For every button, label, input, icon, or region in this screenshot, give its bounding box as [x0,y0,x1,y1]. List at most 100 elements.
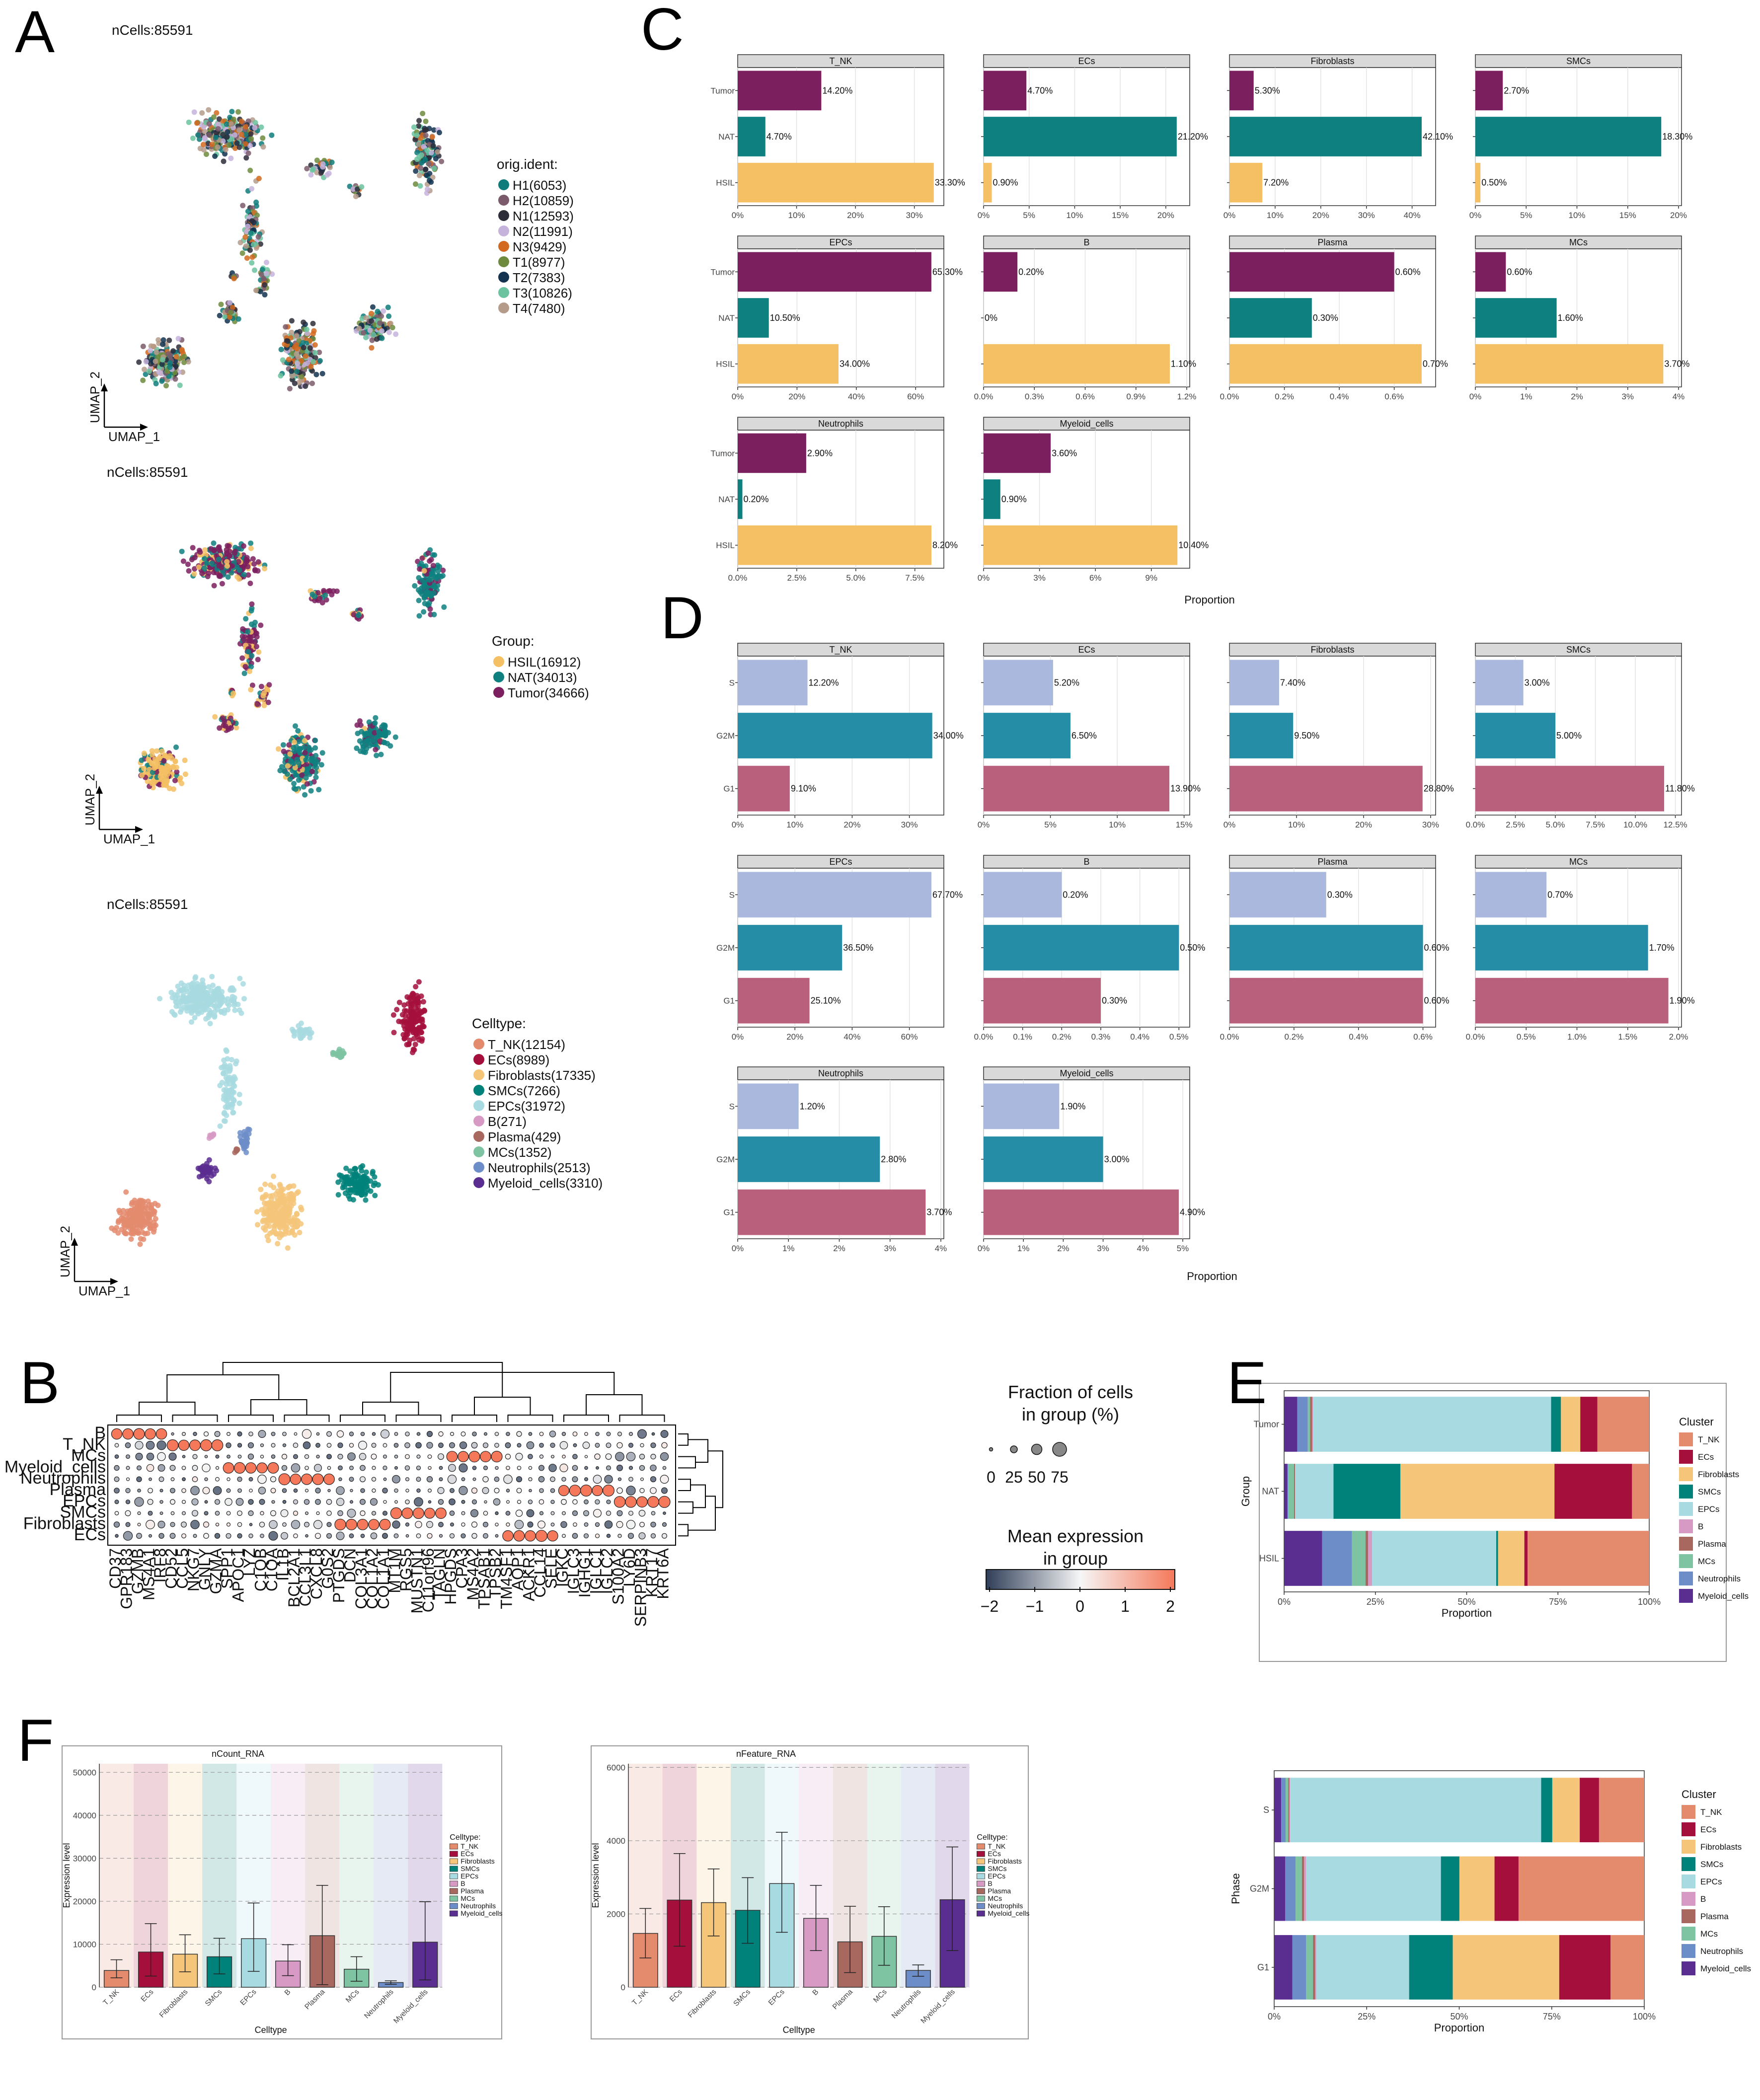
umap-point [413,168,419,174]
legend-label: B(271) [488,1114,527,1129]
umap-point [420,999,426,1005]
umap-point [361,330,366,336]
umap-point [296,338,302,344]
umap-point [206,121,212,127]
dendro-link [619,1415,665,1422]
tick-label: 0.1% [1013,1032,1032,1042]
legend-swatch [1679,1502,1693,1516]
dot [558,1485,570,1497]
dot [360,1533,365,1538]
dot [248,1499,254,1505]
umap-point [224,1113,230,1119]
umap-point [195,1004,201,1010]
umap-point [244,653,250,659]
dot [258,1487,266,1495]
facet-title: Neutrophils [818,419,863,429]
dot [506,1522,510,1527]
umap-point [159,361,165,367]
dot [538,1465,544,1471]
umap-point [281,1193,287,1199]
umap-point [229,1057,234,1062]
umap-point [430,143,436,149]
umap-point [310,320,316,326]
umap-point [164,368,170,374]
dot [449,1533,455,1539]
dot [237,1488,242,1493]
umap-point [235,559,241,565]
tick-label: 10000 [73,1940,96,1949]
umap-point [266,1223,272,1229]
umap-point [417,183,423,189]
dot [459,1441,467,1449]
dot [349,1465,354,1470]
category-label: HSIL [716,178,735,188]
dot [458,1451,469,1462]
umap-point [418,165,424,171]
dot [405,1431,410,1436]
dot [247,1453,254,1460]
umap-point [227,300,233,306]
data-label: 0.60% [1395,267,1421,277]
umap-point [166,337,172,343]
dot [405,1489,409,1493]
legend-label: T3(10826) [513,286,572,300]
umap-point [285,763,291,769]
dot [312,1473,324,1485]
tick-label: 0.0% [1466,1032,1485,1042]
umap-point [432,552,438,558]
umap-point [170,786,176,792]
dot [268,1531,278,1541]
umap-point [262,1227,268,1233]
dot [572,1465,578,1471]
dot [572,1510,578,1516]
plot-area [99,1764,443,1987]
umap-point [360,1163,366,1169]
dot [449,1510,455,1516]
umap-point [291,781,297,787]
umap-point [225,129,230,135]
umap-point [186,568,192,574]
dot [134,1497,144,1507]
panel-c: T_NK0% 10% 20% 30%Tumor 14.20%NAT 4.70%HSIL 33… [711,54,1692,606]
legend-swatch [449,1858,458,1865]
bar [984,433,1051,473]
dot [189,1439,201,1451]
umap1-title: nCells:85591 [112,22,193,38]
umap-point [207,1021,213,1027]
dot [650,1521,656,1528]
umap-point [412,997,418,1003]
umap-y-arrow [71,1238,78,1246]
umap-point [356,325,362,331]
tick-label: 0% [1469,211,1482,220]
tick-label: 2% [833,1244,845,1253]
tick-label: 20% [847,211,864,220]
umap-point [239,250,245,256]
dot [446,1451,458,1463]
umap-point [303,383,308,389]
umap-point [258,272,264,278]
umap-point [215,126,221,132]
row-label: EPCs [63,1492,106,1510]
tick-label: 9% [1145,573,1157,583]
umap-point [372,730,378,736]
umap-point [135,1207,141,1213]
facet-title: Fibroblasts [1310,56,1354,66]
umap-point [271,1202,277,1208]
umap-point [212,153,218,159]
dot [640,1477,644,1481]
umap-point [201,556,207,562]
bar [738,252,931,292]
tick-label: 3% [884,1244,896,1253]
tick-label: 40% [843,1032,860,1042]
legend-label: B [1700,1894,1706,1904]
umap-point [323,597,329,603]
umap-point [212,1013,218,1018]
dot [404,1465,410,1471]
dot [516,1488,522,1494]
bar [984,71,1027,111]
umap-point [313,752,319,758]
facet-strip [737,417,944,431]
umap-point [261,1211,267,1217]
dot [137,1489,141,1493]
